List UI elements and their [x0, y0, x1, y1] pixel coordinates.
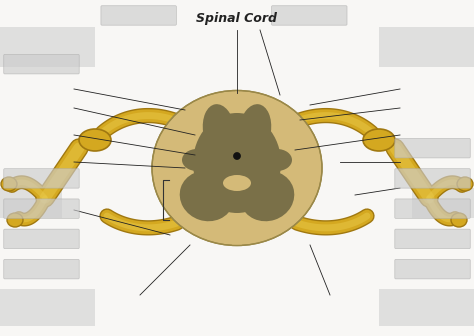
- FancyBboxPatch shape: [412, 188, 474, 218]
- Ellipse shape: [79, 129, 111, 151]
- FancyBboxPatch shape: [4, 229, 79, 249]
- Ellipse shape: [7, 213, 23, 227]
- Ellipse shape: [223, 175, 251, 191]
- Ellipse shape: [363, 129, 395, 151]
- FancyBboxPatch shape: [4, 169, 79, 188]
- FancyBboxPatch shape: [0, 289, 95, 326]
- Ellipse shape: [230, 213, 244, 243]
- Ellipse shape: [239, 104, 271, 156]
- Ellipse shape: [457, 177, 473, 191]
- Text: Spinal Cord: Spinal Cord: [197, 12, 277, 25]
- Ellipse shape: [203, 104, 235, 156]
- FancyBboxPatch shape: [4, 199, 79, 218]
- FancyBboxPatch shape: [395, 229, 470, 249]
- Polygon shape: [232, 220, 242, 245]
- Ellipse shape: [193, 113, 281, 213]
- FancyBboxPatch shape: [4, 54, 79, 74]
- Ellipse shape: [180, 171, 234, 221]
- FancyBboxPatch shape: [395, 138, 470, 158]
- FancyBboxPatch shape: [379, 27, 474, 67]
- FancyBboxPatch shape: [4, 259, 79, 279]
- FancyBboxPatch shape: [395, 259, 470, 279]
- Ellipse shape: [262, 149, 292, 171]
- FancyBboxPatch shape: [101, 6, 176, 25]
- Ellipse shape: [182, 149, 212, 171]
- FancyBboxPatch shape: [272, 6, 347, 25]
- FancyBboxPatch shape: [395, 169, 470, 188]
- FancyBboxPatch shape: [379, 289, 474, 326]
- Ellipse shape: [240, 171, 294, 221]
- Ellipse shape: [1, 177, 17, 191]
- Ellipse shape: [234, 153, 240, 160]
- Polygon shape: [235, 91, 239, 113]
- Ellipse shape: [451, 213, 467, 227]
- FancyBboxPatch shape: [0, 27, 95, 67]
- FancyBboxPatch shape: [395, 199, 470, 218]
- FancyBboxPatch shape: [0, 188, 62, 218]
- Ellipse shape: [152, 90, 322, 246]
